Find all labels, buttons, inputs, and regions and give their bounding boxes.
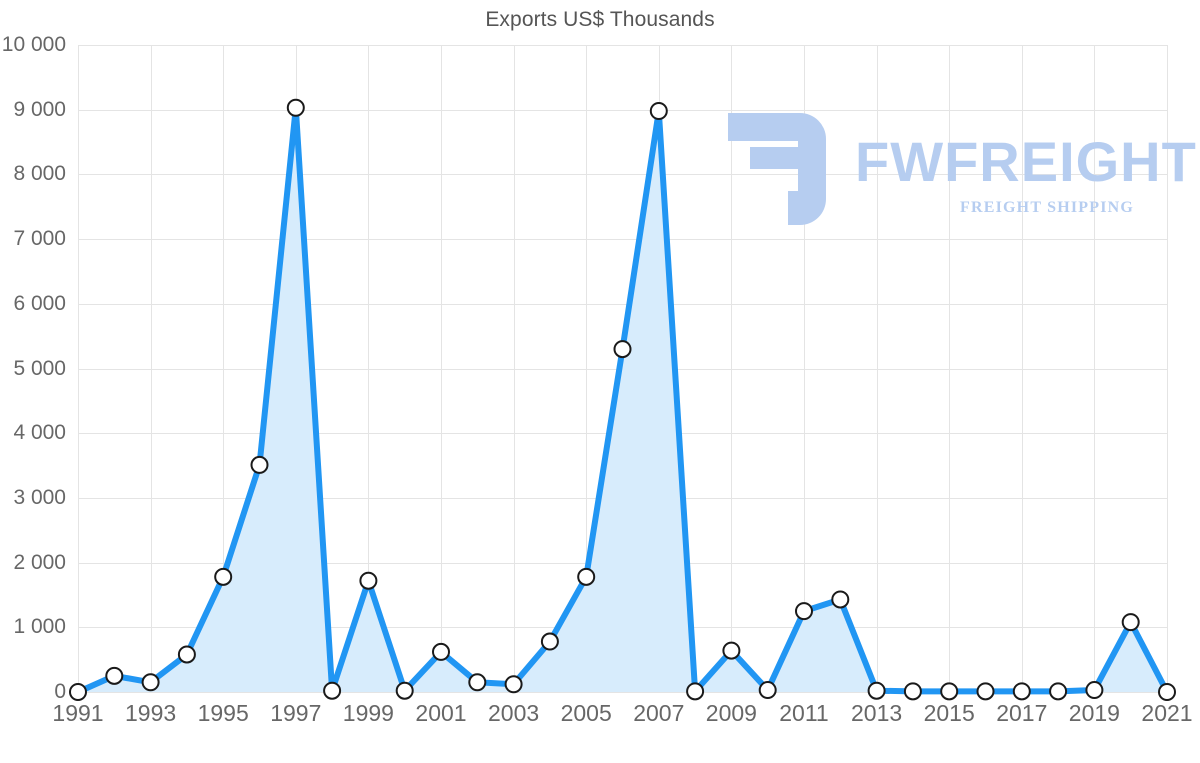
y-axis-tick-label: 4 000 xyxy=(13,421,66,445)
gridline-x xyxy=(876,45,878,692)
data-point-marker[interactable] xyxy=(613,340,632,359)
data-point-marker[interactable] xyxy=(359,571,378,590)
x-axis-tick-label: 2007 xyxy=(633,700,685,726)
gridline-x xyxy=(78,45,79,692)
x-axis-tick-label: 2005 xyxy=(560,700,612,726)
x-axis-tick-label: 2011 xyxy=(779,700,829,726)
gridline-x xyxy=(150,45,152,692)
data-point-marker[interactable] xyxy=(1012,682,1031,701)
gridline-y xyxy=(78,239,1167,241)
data-point-marker[interactable] xyxy=(831,590,850,609)
gridline-x xyxy=(586,45,588,692)
x-axis-tick-label: 2001 xyxy=(415,700,467,726)
data-point-marker[interactable] xyxy=(976,682,995,701)
y-axis-tick-label: 7 000 xyxy=(13,227,66,251)
gridline-x xyxy=(1021,45,1023,692)
x-axis-tick-label: 2019 xyxy=(1068,700,1120,726)
gridline-x xyxy=(804,45,805,692)
y-axis-tick-label: 6 000 xyxy=(13,291,66,315)
data-point-marker[interactable] xyxy=(1085,681,1104,700)
area-fill xyxy=(78,107,1167,692)
data-point-marker[interactable] xyxy=(1049,682,1068,701)
data-point-marker[interactable] xyxy=(69,683,87,701)
x-axis-tick-label: 2003 xyxy=(488,700,540,726)
gridline-y xyxy=(78,303,1167,305)
y-axis-tick-label: 10 000 xyxy=(1,33,66,56)
gridline-x xyxy=(731,45,733,692)
gridline-x xyxy=(1094,45,1096,692)
y-axis-tick-label: 2 000 xyxy=(13,550,66,574)
x-axis-tick-label: 2017 xyxy=(996,700,1048,726)
x-axis-tick-label: 2013 xyxy=(851,700,903,726)
x-axis-tick-label: 1995 xyxy=(197,700,249,726)
x-axis-tick-label: 1993 xyxy=(125,700,177,726)
data-point-marker[interactable] xyxy=(686,682,705,701)
data-point-marker[interactable] xyxy=(903,682,922,701)
x-axis-tick-label: 2015 xyxy=(923,700,975,726)
data-point-marker[interactable] xyxy=(1121,613,1140,632)
data-point-marker[interactable] xyxy=(214,567,233,586)
y-axis-tick-label: 8 000 xyxy=(13,162,66,186)
y-axis-tick-label: 9 000 xyxy=(13,97,66,121)
y-axis-tick-label: 1 000 xyxy=(13,615,66,639)
data-point-marker[interactable] xyxy=(395,681,414,700)
gridline-y xyxy=(78,109,1167,111)
gridline-x xyxy=(441,45,442,692)
data-point-marker[interactable] xyxy=(758,681,777,700)
x-axis-tick-label: 1991 xyxy=(52,700,104,726)
page-title: Exports US$ Thousands xyxy=(485,8,715,31)
series-exports xyxy=(69,98,1176,701)
data-point-marker[interactable] xyxy=(867,681,886,700)
gridline-y xyxy=(78,45,1167,46)
y-axis-tick-label: 5 000 xyxy=(13,356,66,380)
plot-area: FWFREIGHT FREIGHT SHIPPING xyxy=(69,45,1196,701)
data-point-marker[interactable] xyxy=(286,98,305,117)
gridline-x xyxy=(368,45,370,692)
data-point-marker[interactable] xyxy=(432,642,450,661)
gridline-x xyxy=(1167,45,1168,692)
gridline-x xyxy=(513,45,515,692)
x-axis-tick-label: 1997 xyxy=(270,700,322,726)
data-point-marker[interactable] xyxy=(323,681,342,700)
gridline-x xyxy=(223,45,225,692)
data-point-marker[interactable] xyxy=(940,682,959,701)
data-point-marker[interactable] xyxy=(540,632,559,651)
data-point-marker[interactable] xyxy=(504,675,523,694)
data-point-marker[interactable] xyxy=(468,673,487,692)
gridline-x xyxy=(949,45,951,692)
data-point-markers[interactable] xyxy=(69,98,1176,701)
x-axis-tick-label: 2021 xyxy=(1141,700,1193,726)
data-point-marker[interactable] xyxy=(250,455,269,474)
y-axis-tick-label: 3 000 xyxy=(13,485,66,509)
data-point-marker[interactable] xyxy=(577,567,596,586)
data-point-marker[interactable] xyxy=(141,673,160,692)
y-axis-tick-label: 0 xyxy=(54,680,66,703)
gridline-y xyxy=(78,174,1167,176)
data-point-marker[interactable] xyxy=(649,101,668,120)
data-point-marker[interactable] xyxy=(1158,683,1176,701)
x-axis-tick-label: 2009 xyxy=(705,700,757,726)
gridline-y xyxy=(78,692,1167,693)
x-axis-tick-label: 1999 xyxy=(342,700,394,726)
data-point-marker[interactable] xyxy=(722,641,741,660)
data-point-marker[interactable] xyxy=(177,645,196,664)
data-point-marker[interactable] xyxy=(105,666,124,685)
data-point-marker[interactable] xyxy=(795,602,813,621)
